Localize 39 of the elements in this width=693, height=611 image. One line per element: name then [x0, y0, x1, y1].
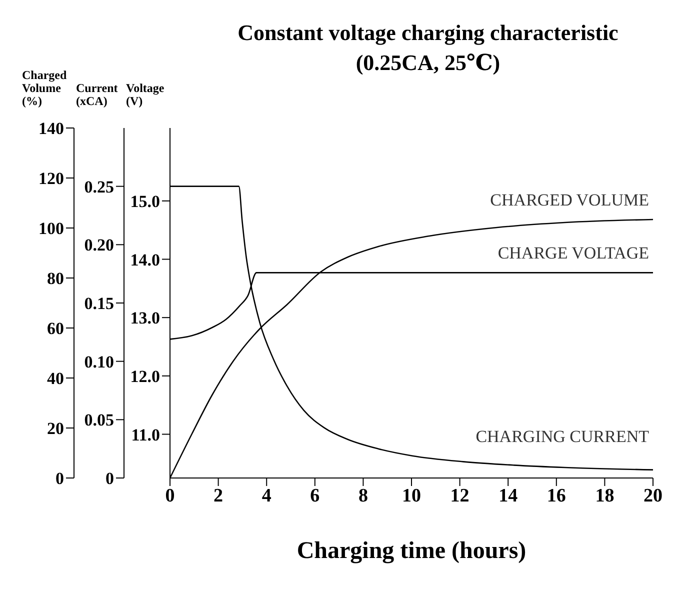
x-tick-label: 0: [165, 485, 175, 506]
x-tick-label: 6: [310, 485, 320, 506]
chart-subtitle: (0.25CA, 25℃): [354, 49, 502, 77]
y-tick-label: 100: [38, 219, 64, 238]
y2-tick-label: 0.10: [84, 352, 114, 372]
y2-tick-label: 0.05: [84, 410, 114, 430]
y2-tick-label: 0.20: [84, 236, 114, 255]
x-tick-label: 20: [644, 485, 662, 506]
y3-tick-label: 11.0: [131, 425, 160, 444]
x-tick-label: 16: [546, 485, 566, 506]
series-label: CHARGING CURRENT: [476, 426, 650, 446]
x-tick-label: 8: [358, 485, 368, 506]
series-label: CHARGED VOLUME: [490, 190, 649, 210]
y-tick-label: 20: [47, 419, 64, 438]
chart-title: Constant voltage charging characteristic: [236, 19, 620, 47]
y-tick-label: 80: [47, 269, 64, 288]
x-tick-label: 12: [450, 485, 470, 506]
series-label: CHARGE VOLTAGE: [498, 244, 649, 263]
y-tick-label: 120: [38, 169, 64, 188]
x-axis-title: Charging time (hours): [296, 538, 526, 564]
y-tick-label: 60: [47, 319, 64, 338]
y-axis-title: Charged Volume (%): [22, 68, 68, 108]
y3-tick-label: 15.0: [130, 192, 160, 211]
y-tick-label: 40: [47, 369, 64, 388]
x-tick-label: 4: [262, 485, 272, 506]
y3-tick-label: 12.0: [130, 366, 160, 386]
y3-tick-label: 14.0: [130, 250, 160, 270]
y2-tick-label: 0.15: [84, 294, 114, 314]
y3-axis-title: Voltage (V): [126, 81, 166, 108]
y-tick-label: 0: [56, 469, 64, 488]
x-tick-label: 10: [402, 485, 421, 506]
y-tick-label: 140: [38, 119, 64, 138]
y3-tick-label: 13.0: [130, 308, 160, 328]
y2-tick-label: 0.25: [84, 177, 114, 196]
y2-tick-label: 0: [106, 469, 114, 488]
y2-axis-title: Current (xCA): [76, 81, 119, 108]
x-tick-label: 14: [498, 485, 518, 506]
x-tick-label: 2: [214, 485, 224, 506]
x-tick-label: 18: [595, 485, 614, 506]
